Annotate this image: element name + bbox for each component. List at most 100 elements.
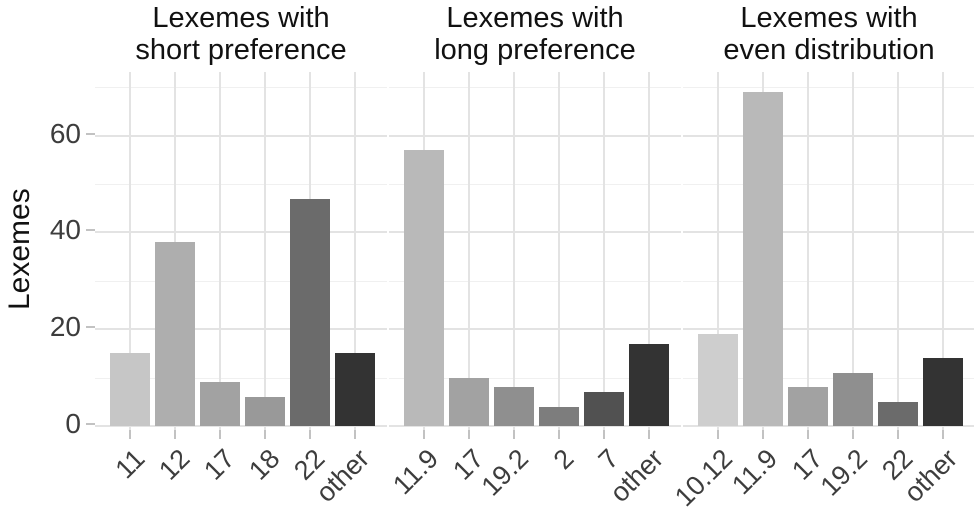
facet-title-line: short preference [135, 34, 347, 66]
gridline-y-minor [683, 87, 974, 89]
x-tick-label: 19.2 [476, 443, 535, 502]
gridline-x-major [354, 72, 356, 430]
bar-22 [290, 198, 330, 426]
x-tick-label: 11 [109, 443, 151, 485]
gridline-y-major [95, 328, 387, 331]
gridline-y-minor [683, 184, 974, 185]
bar-12 [155, 242, 195, 426]
y-tick-label: 20 [49, 311, 81, 343]
gridline-y-minor [683, 280, 974, 282]
x-tick-label: other [898, 443, 964, 509]
x-tick-mark [717, 430, 719, 439]
gridline-y-minor [389, 87, 681, 89]
bar-17 [200, 382, 240, 426]
gridline-x-major [468, 72, 470, 430]
y-tick-label: 40 [49, 214, 81, 246]
bar-2 [539, 406, 579, 426]
bar-10.12 [698, 334, 738, 426]
bar-7 [584, 392, 624, 426]
x-tick-mark [603, 430, 605, 439]
gridline-x-major [942, 72, 944, 430]
y-tick-mark [86, 132, 95, 135]
bar-19.2 [833, 372, 873, 426]
facet-title-line: even distribution [723, 34, 935, 66]
x-tick-mark [129, 430, 131, 439]
bar-11.9 [404, 150, 444, 426]
plot-panel [95, 72, 387, 430]
facet-title: Lexemes with even distribution [683, 0, 974, 72]
facets-row: Lexemes with short preference 11 12 17 18 22 ot… [95, 0, 974, 525]
bar-22 [878, 401, 918, 426]
facet-title-line: Lexemes with [740, 2, 918, 34]
gridline-x-major [897, 72, 899, 430]
y-tick-label: 0 [65, 408, 81, 439]
y-tick-label: 60 [49, 117, 81, 149]
bar-other [335, 353, 375, 426]
x-tick-label: other [310, 443, 376, 509]
gridline-y-major [389, 328, 681, 331]
gridline-y-major [683, 425, 974, 427]
x-tick-label: 18 [243, 443, 286, 486]
gridline-y-minor [389, 377, 681, 379]
x-tick-mark [174, 430, 176, 439]
bar-other [923, 358, 963, 426]
facet-title-line: Lexemes with [446, 2, 624, 34]
gridline-x-major [264, 72, 266, 430]
gridline-x-major [648, 72, 650, 430]
gridline-y-minor [95, 184, 387, 185]
y-tick-mark [86, 326, 95, 329]
gridline-x-major [717, 72, 719, 430]
gridline-y-minor [95, 87, 387, 89]
plot-panel [389, 72, 681, 430]
gridline-x-major [603, 72, 605, 430]
x-tick-mark [897, 430, 899, 439]
x-tick-mark [309, 430, 311, 439]
gridline-y-major [95, 134, 387, 137]
gridline-x-major [219, 72, 221, 430]
gridline-y-major [389, 134, 681, 137]
y-axis: 0 20 40 60 [0, 70, 95, 438]
x-tick-mark [354, 430, 356, 439]
gridline-y-major [683, 328, 974, 331]
bar-11.9 [743, 92, 783, 426]
gridline-y-minor [95, 377, 387, 379]
gridline-y-major [95, 425, 387, 427]
gridline-x-major [129, 72, 131, 430]
x-tick-mark [513, 430, 515, 439]
gridline-y-major [389, 425, 681, 427]
bar-19.2 [494, 387, 534, 426]
facet-panel-3: Lexemes with even distribution 10.12 11.9 17… [670, 0, 974, 525]
bar-17 [449, 377, 489, 426]
x-tick-label: 19.2 [815, 443, 874, 502]
plot-panel [683, 72, 974, 430]
x-tick-mark [423, 430, 425, 439]
gridline-y-major [95, 231, 387, 234]
facet-title: Lexemes with short preference [95, 0, 387, 72]
x-axis: 11 12 17 18 22 other [95, 430, 387, 525]
x-tick-mark [264, 430, 266, 439]
x-tick-label: 12 [153, 443, 196, 486]
facet-panel-2: Lexemes with long preference 11.9 17 19.2 2 7 o… [388, 0, 681, 525]
bar-11 [110, 353, 150, 426]
facet-title-line: long preference [434, 34, 636, 66]
x-tick-label: other [604, 443, 670, 509]
bar-17 [788, 387, 828, 426]
x-tick-mark [468, 430, 470, 439]
gridline-y-minor [389, 280, 681, 282]
x-axis: 10.12 11.9 17 19.2 22 other [670, 430, 974, 525]
gridline-y-minor [389, 184, 681, 185]
x-tick-mark [852, 430, 854, 439]
gridline-x-major [513, 72, 515, 430]
x-tick-mark [807, 430, 809, 439]
gridline-x-major [807, 72, 809, 430]
x-tick-label: 2 [547, 443, 580, 476]
y-tick-mark [86, 229, 95, 232]
x-axis: 11.9 17 19.2 2 7 other [388, 430, 681, 525]
gridline-y-minor [95, 280, 387, 282]
y-tick-mark [86, 423, 95, 425]
facet-panel-1: Lexemes with short preference 11 12 17 18 22 ot… [95, 0, 387, 525]
x-tick-label: 17 [198, 443, 241, 486]
bar-18 [245, 396, 285, 426]
facet-title: Lexemes with long preference [389, 0, 681, 72]
